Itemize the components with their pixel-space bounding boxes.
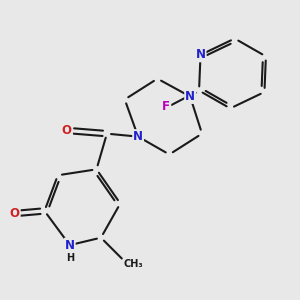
Text: F: F — [162, 100, 170, 113]
Text: N: N — [185, 90, 195, 103]
Text: O: O — [10, 207, 20, 220]
Text: N: N — [65, 238, 75, 252]
Text: N: N — [196, 48, 206, 62]
Text: H: H — [66, 253, 74, 262]
Text: O: O — [62, 124, 72, 137]
Text: N: N — [133, 130, 143, 143]
Text: CH₃: CH₃ — [124, 260, 143, 269]
